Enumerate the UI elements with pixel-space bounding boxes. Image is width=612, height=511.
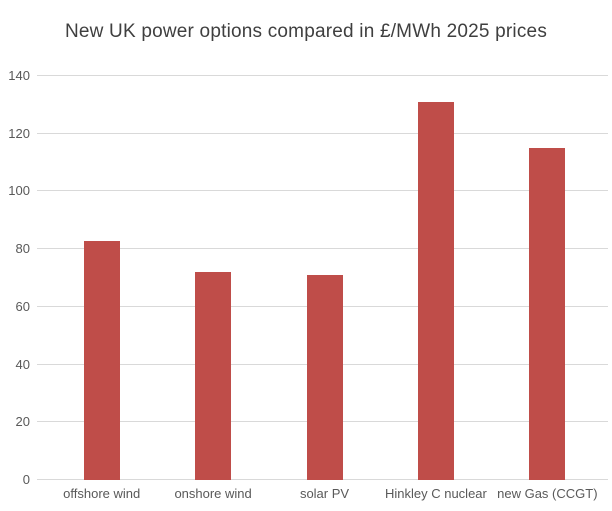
y-tick-label-140: 140 [8,68,30,83]
y-axis-labels: 0 20 40 60 80 100 120 140 [0,68,30,487]
gridline-140 [37,75,608,76]
y-tick-label-80: 80 [15,241,30,257]
chart-title: New UK power options compared in £/MWh 2… [64,21,548,42]
bar-slot-offshore-wind [46,76,157,480]
bar-slot-new-gas-ccgt [492,76,603,480]
gridline-120 [37,132,608,134]
x-tick-label-onshore-wind: onshore wind [174,486,252,501]
x-tick-label-hinkley-c-nuclear: Hinkley C nuclear [384,486,487,501]
y-tick-label-20: 20 [15,414,30,430]
x-tick-label-new-gas-ccgt: new Gas (CCGT) [497,486,598,501]
bar-solar-pv [306,275,343,480]
y-tick-label-0: 0 [22,472,30,487]
gridline-80 [37,248,608,250]
y-tick-label-60: 60 [15,298,30,314]
bar-offshore-wind [83,240,120,480]
bar-slot-hinkley-c-nuclear [380,76,491,480]
bar-slot-solar-pv [269,76,380,480]
bar-onshore-wind [195,272,232,480]
gridline-100 [37,190,608,192]
y-tick-label-100: 100 [8,183,30,199]
bars [46,76,603,480]
y-tick-label-40: 40 [15,356,30,372]
plot-area [37,75,608,480]
x-axis-labels: offshore wind onshore wind solar PV Hinkley… [46,486,603,501]
bar-slot-onshore-wind [157,76,268,480]
x-tick-label-solar-pv: solar PV [299,486,350,501]
y-tick-label-120: 120 [8,125,30,141]
x-tick-label-offshore-wind: offshore wind [63,486,141,501]
bar-new-gas-ccgt [529,148,566,480]
bar-hinkley-c-nuclear [417,101,454,480]
